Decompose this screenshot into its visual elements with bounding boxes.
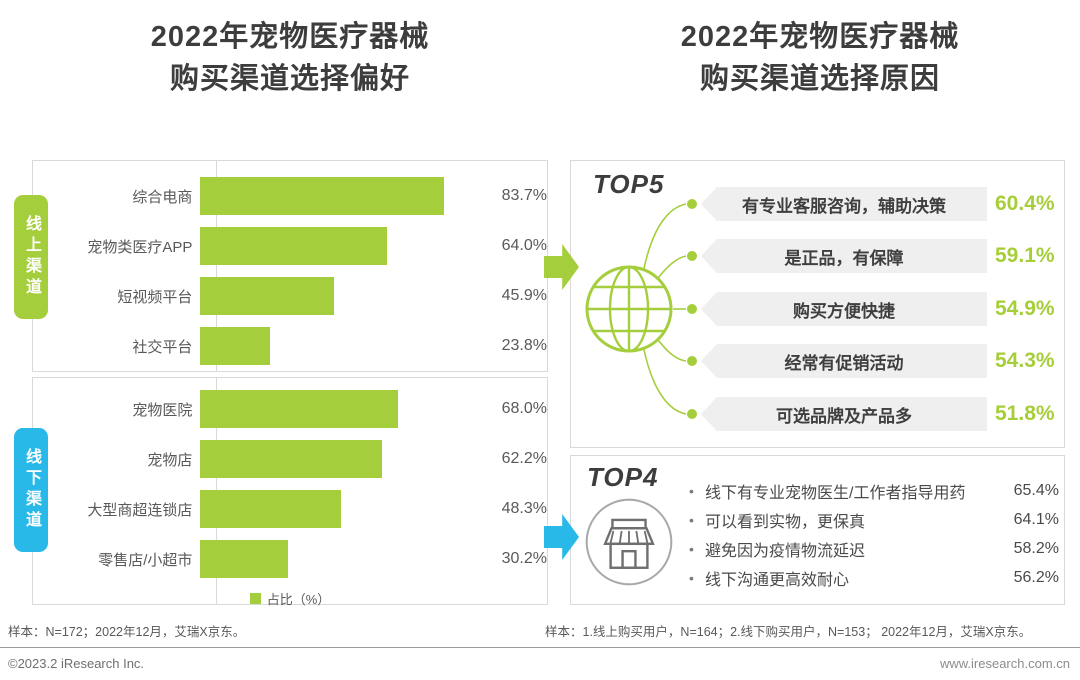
- bar-label: 宠物店: [147, 451, 193, 469]
- top5-reason-3: 购买方便快捷: [701, 292, 987, 326]
- node-dot: [687, 356, 697, 366]
- bar-ecommerce: [200, 177, 445, 215]
- bar-track: [200, 490, 491, 528]
- bar-track: [200, 227, 491, 265]
- axis-line: [216, 161, 217, 371]
- left-title-line1: 2022年宠物医疗器械: [150, 21, 430, 53]
- top5-reason-2: 是正品，有保障: [701, 239, 987, 273]
- bar-row-short-video: 短视频平台 45.9%: [33, 271, 547, 321]
- top5-value-4: 54.3%: [995, 349, 1055, 372]
- bar-supermarket-chain: [200, 490, 342, 528]
- top4-value-3: 58.2%: [1013, 539, 1059, 557]
- bar-value: 68.0%: [501, 400, 547, 417]
- bullet-icon: •: [689, 511, 694, 528]
- bar-value: 62.2%: [501, 450, 547, 467]
- top5-reasons-panel: TOP5 有专业客服咨询，辅助决策 60.4% 是正品，有保障 59.1% 购买…: [570, 160, 1065, 448]
- bullet-icon: •: [689, 540, 694, 557]
- top4-value-2: 64.1%: [1013, 510, 1059, 528]
- bar-retail-minimart: [200, 540, 289, 578]
- left-sample-note: 样本：N=172；2022年12月，艾瑞X京东。: [8, 625, 246, 639]
- bar-label: 宠物医院: [132, 401, 193, 419]
- top5-label: TOP5: [593, 169, 665, 199]
- bar-label: 综合电商: [132, 188, 193, 206]
- copyright-text: ©2023.2 iResearch Inc.: [8, 656, 145, 671]
- bar-pet-medical-app: [200, 227, 387, 265]
- bar-value: 64.0%: [501, 237, 547, 254]
- node-dot: [687, 409, 697, 419]
- legend-label: 占比（%）: [266, 591, 331, 607]
- top5-reason-5: 可选品牌及产品多: [701, 397, 987, 431]
- bar-value: 45.9%: [501, 287, 547, 304]
- bar-track: [200, 177, 491, 215]
- top4-reason-3: 避免因为疫情物流延迟: [705, 542, 866, 560]
- bar-track: [200, 390, 491, 428]
- website-url: www.iresearch.com.cn: [939, 656, 1070, 671]
- offline-channels-chart-box: 宠物医院 68.0% 宠物店 62.2% 大型商超连锁店 48.3% 零售店/小…: [32, 377, 548, 607]
- bullet-icon: •: [689, 569, 694, 586]
- top5-value-3: 54.9%: [995, 297, 1055, 320]
- bar-value: 23.8%: [501, 337, 547, 354]
- top5-value-5: 51.8%: [995, 402, 1055, 425]
- footer-divider: [0, 647, 1080, 648]
- bar-label: 大型商超连锁店: [87, 501, 193, 519]
- node-dot: [687, 199, 697, 209]
- bar-social-platform: [200, 327, 270, 365]
- bar-value: 83.7%: [501, 187, 547, 204]
- top5-value-2: 59.1%: [995, 244, 1055, 267]
- globe-icon: [585, 265, 673, 353]
- top4-label: TOP4: [587, 462, 659, 492]
- bar-label: 短视频平台: [117, 288, 193, 306]
- bar-label: 社交平台: [132, 338, 193, 356]
- bar-track: [200, 440, 491, 478]
- bar-row-ecommerce: 综合电商 83.7%: [33, 171, 547, 221]
- top4-row-1: • 线下有专业宠物医生/工作者指导用药 65.4%: [689, 476, 1059, 505]
- bar-label: 零售店/小超市: [98, 551, 193, 569]
- top4-row-2: • 可以看到实物，更保真 64.1%: [689, 505, 1059, 534]
- bar-pet-hospital: [200, 390, 399, 428]
- top4-value-4: 56.2%: [1013, 568, 1059, 586]
- storefront-icon: [585, 498, 673, 586]
- top4-reason-1: 线下有专业宠物医生/工作者指导用药: [705, 484, 966, 502]
- bar-track: [200, 540, 491, 578]
- bar-track: [200, 327, 491, 365]
- left-title-line2: 购买渠道选择偏好: [169, 63, 410, 95]
- chart-legend: 占比（%）: [33, 586, 547, 610]
- bar-row-pet-hospital: 宠物医院 68.0%: [33, 384, 547, 434]
- top4-reason-4: 线下沟通更高效耐心: [705, 571, 850, 589]
- top4-reasons-panel: TOP4 • 线下有专业宠物医生/工作者指导用药 65.4% • 可以看到实物，…: [570, 455, 1065, 605]
- online-channel-tab: 线上渠道: [14, 195, 48, 319]
- top4-reason-2: 可以看到实物，更保真: [705, 513, 866, 531]
- bar-value: 48.3%: [501, 500, 547, 517]
- right-title-line2: 购买渠道选择原因: [699, 63, 940, 95]
- bar-short-video: [200, 277, 335, 315]
- offline-channel-tab: 线下渠道: [14, 428, 48, 552]
- bar-label: 宠物类医疗APP: [87, 238, 193, 256]
- legend-swatch: [249, 592, 261, 604]
- bar-row-supermarket-chain: 大型商超连锁店 48.3%: [33, 484, 547, 534]
- right-sample-note: 样本：1.线上购买用户，N=164；2.线下购买用户，N=153； 2022年1…: [545, 625, 1032, 639]
- top5-reason-4: 经常有促销活动: [701, 344, 987, 378]
- top5-reason-1: 有专业客服咨询，辅助决策: [701, 187, 987, 221]
- node-dot: [687, 304, 697, 314]
- left-chart-title: 2022年宠物医疗器械 购买渠道选择偏好: [30, 16, 550, 100]
- bar-track: [200, 277, 491, 315]
- bar-row-pet-store: 宠物店 62.2%: [33, 434, 547, 484]
- bar-row-social-platform: 社交平台 23.8%: [33, 321, 547, 371]
- top4-value-1: 65.4%: [1013, 481, 1059, 499]
- right-title-line1: 2022年宠物医疗器械: [680, 21, 960, 53]
- right-chart-title: 2022年宠物医疗器械 购买渠道选择原因: [560, 16, 1080, 100]
- online-channels-chart-box: 综合电商 83.7% 宠物类医疗APP 64.0% 短视频平台 45.9% 社交…: [32, 160, 548, 372]
- bar-row-retail-minimart: 零售店/小超市 30.2%: [33, 534, 547, 584]
- bar-pet-store: [200, 440, 382, 478]
- node-dot: [687, 251, 697, 261]
- bar-value: 30.2%: [501, 550, 547, 567]
- top4-row-3: • 避免因为疫情物流延迟 58.2%: [689, 534, 1059, 563]
- top5-value-1: 60.4%: [995, 192, 1055, 215]
- bullet-icon: •: [689, 482, 694, 499]
- bar-row-pet-medical-app: 宠物类医疗APP 64.0%: [33, 221, 547, 271]
- top4-row-4: • 线下沟通更高效耐心 56.2%: [689, 563, 1059, 592]
